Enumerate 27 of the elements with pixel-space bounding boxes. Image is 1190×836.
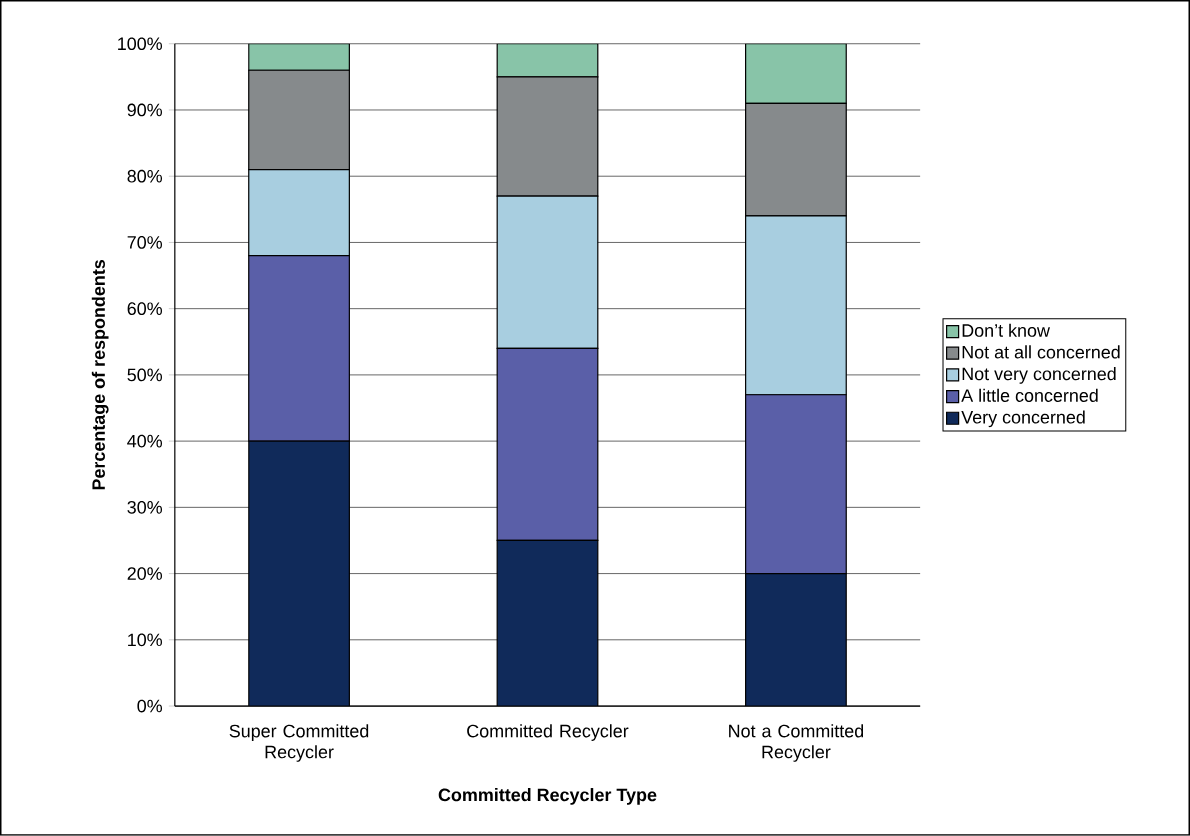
bar xyxy=(248,43,350,71)
legend-label: A little concerned xyxy=(961,388,1098,402)
y-tick-label: 80% xyxy=(127,169,163,183)
y-tick-label: 90% xyxy=(127,103,163,117)
y-tick-label: 100% xyxy=(118,37,163,51)
y-tick-label: 0% xyxy=(137,699,163,713)
y-tick-label: 30% xyxy=(127,501,163,514)
x-tick-label: Super Committed Recycler xyxy=(229,724,369,762)
bar xyxy=(745,43,847,105)
y-axis-title: Percentage of respondents xyxy=(91,260,109,490)
legend-label: Very concerned xyxy=(961,410,1085,428)
y-tick-label: 40% xyxy=(127,434,163,448)
bar xyxy=(496,43,599,78)
y-tick-label: 50% xyxy=(127,368,163,382)
y-tick-label: 10% xyxy=(128,633,163,647)
legend-label: Not very concerned xyxy=(962,367,1116,384)
x-tick-label: Not a Committed Recycler xyxy=(729,724,864,762)
legend-label: Don’t know xyxy=(962,323,1050,337)
y-tick-label: 70% xyxy=(127,236,163,249)
bar xyxy=(248,441,350,707)
bar xyxy=(497,540,598,707)
y-tick-label: 20% xyxy=(127,567,163,581)
x-tick-label: Committed Recycler xyxy=(467,724,629,742)
y-tick-label: 60% xyxy=(127,302,163,316)
x-axis-title: Committed Recycler Type xyxy=(438,788,657,805)
bar xyxy=(745,573,847,707)
legend-label: Not at all concerned xyxy=(962,345,1120,359)
